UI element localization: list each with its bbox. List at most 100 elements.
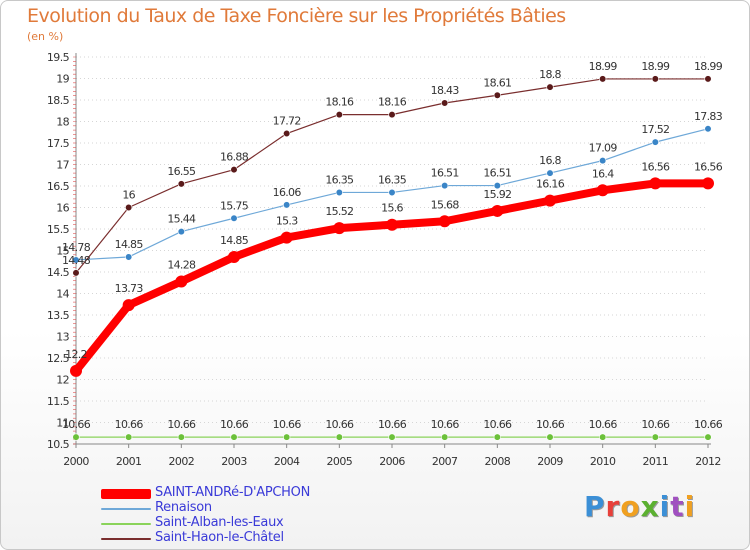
data-point — [651, 433, 659, 441]
legend-label: Renaison — [155, 500, 212, 515]
data-label: 13.73 — [115, 282, 144, 295]
data-point — [702, 177, 714, 190]
logo-letter: P — [584, 490, 606, 523]
y-tick-label: 17 — [56, 159, 69, 172]
data-point — [388, 433, 396, 441]
data-point — [125, 433, 133, 441]
data-label: 16 — [122, 189, 135, 202]
data-point — [283, 201, 291, 209]
logo-wordmark: Proxiti — [584, 490, 694, 523]
y-tick-label: 12 — [56, 374, 69, 387]
data-point — [441, 181, 449, 190]
data-label: 17.72 — [273, 115, 301, 128]
data-label: 14.85 — [115, 238, 144, 251]
proxiti-logo: Proxiti — [584, 490, 694, 524]
y-tick-label: 13.5 — [47, 309, 70, 322]
chart-title: Evolution du Taux de Taxe Foncière sur l… — [27, 5, 566, 27]
y-tick-label: 12.5 — [47, 352, 70, 365]
y-tick-label: 14 — [56, 288, 69, 301]
data-point — [125, 203, 133, 212]
x-tick-label: 2010 — [590, 455, 616, 468]
y-tick-label: 17.5 — [47, 137, 70, 150]
data-label: 10.66 — [431, 418, 460, 431]
data-point — [333, 222, 346, 235]
data-point — [335, 111, 343, 119]
data-point — [280, 231, 293, 244]
data-label: 15.3 — [276, 215, 298, 228]
x-tick-label: 2001 — [116, 455, 142, 468]
data-label: 16.56 — [694, 160, 723, 173]
legend-label: SAINT-ANDRé-D'APCHON — [155, 485, 310, 500]
data-label: 16.55 — [167, 165, 196, 178]
logo-letter: o — [620, 490, 641, 523]
data-point — [704, 125, 712, 133]
data-point — [125, 253, 133, 261]
x-tick-label: 2011 — [643, 455, 669, 468]
x-tick-label: 2012 — [695, 455, 721, 468]
legend-item: Saint-Alban-les-Eaux — [101, 515, 401, 531]
data-point — [177, 180, 185, 188]
logo-letter: t — [670, 490, 685, 523]
data-point — [388, 111, 396, 119]
data-point — [70, 364, 82, 377]
data-point — [546, 169, 554, 177]
legend-label: Saint-Alban-les-Eaux — [155, 515, 284, 530]
data-label: 10.66 — [378, 418, 407, 431]
legend-item: Renaison — [101, 500, 401, 516]
data-label: 16.35 — [325, 173, 354, 186]
data-label: 16.35 — [378, 173, 407, 186]
data-label: 10.66 — [62, 418, 91, 431]
y-tick-label: 13 — [56, 331, 69, 344]
y-tick-label: 11.5 — [47, 395, 70, 408]
data-point — [546, 83, 554, 91]
data-label: 15.6 — [381, 202, 403, 215]
logo-letter: i — [684, 490, 696, 523]
data-point — [230, 166, 238, 174]
y-tick-label: 19 — [56, 73, 69, 86]
data-label: 12.2 — [65, 348, 87, 361]
data-label: 17.09 — [589, 142, 618, 155]
data-label: 18.61 — [483, 76, 511, 89]
data-label: 17.83 — [694, 110, 723, 123]
data-label: 16.16 — [536, 178, 565, 191]
data-point — [599, 157, 607, 165]
data-point — [283, 433, 291, 441]
data-label: 10.66 — [220, 418, 249, 431]
legend-swatch — [101, 508, 151, 510]
data-label: 16.51 — [431, 167, 459, 180]
logo-letter: x — [640, 490, 660, 523]
y-tick-label: 10.5 — [47, 438, 70, 451]
data-point — [651, 138, 659, 146]
data-label: 10.66 — [694, 418, 723, 431]
data-label: 10.66 — [273, 418, 302, 431]
legend-swatch — [101, 523, 151, 525]
data-label: 14.28 — [167, 258, 196, 271]
y-tick-label: 16 — [56, 202, 69, 215]
data-point — [72, 256, 80, 264]
data-point — [177, 433, 185, 441]
data-point — [122, 299, 135, 312]
data-label: 15.52 — [325, 205, 353, 218]
legend-swatch — [101, 489, 151, 499]
data-point — [704, 433, 712, 441]
data-point — [177, 227, 185, 236]
data-label: 18.16 — [325, 96, 354, 109]
data-label: 14.48 — [62, 254, 91, 267]
x-tick-label: 2006 — [379, 455, 405, 468]
data-label: 10.66 — [589, 418, 618, 431]
data-label: 16.06 — [273, 186, 302, 199]
data-point — [546, 433, 554, 441]
data-point — [283, 129, 291, 138]
y-tick-label: 14.5 — [47, 266, 70, 279]
data-point — [441, 433, 449, 441]
data-label: 15.68 — [431, 198, 460, 211]
data-point — [335, 433, 343, 441]
data-label: 15.44 — [167, 213, 196, 226]
chart-subtitle: (en %) — [27, 30, 64, 43]
data-label: 18.16 — [378, 96, 407, 109]
data-point — [441, 99, 449, 107]
x-tick-label: 2005 — [327, 455, 353, 468]
legend-swatch — [101, 538, 151, 540]
y-tick-label: 15.5 — [47, 223, 70, 236]
data-label: 17.52 — [641, 123, 669, 136]
